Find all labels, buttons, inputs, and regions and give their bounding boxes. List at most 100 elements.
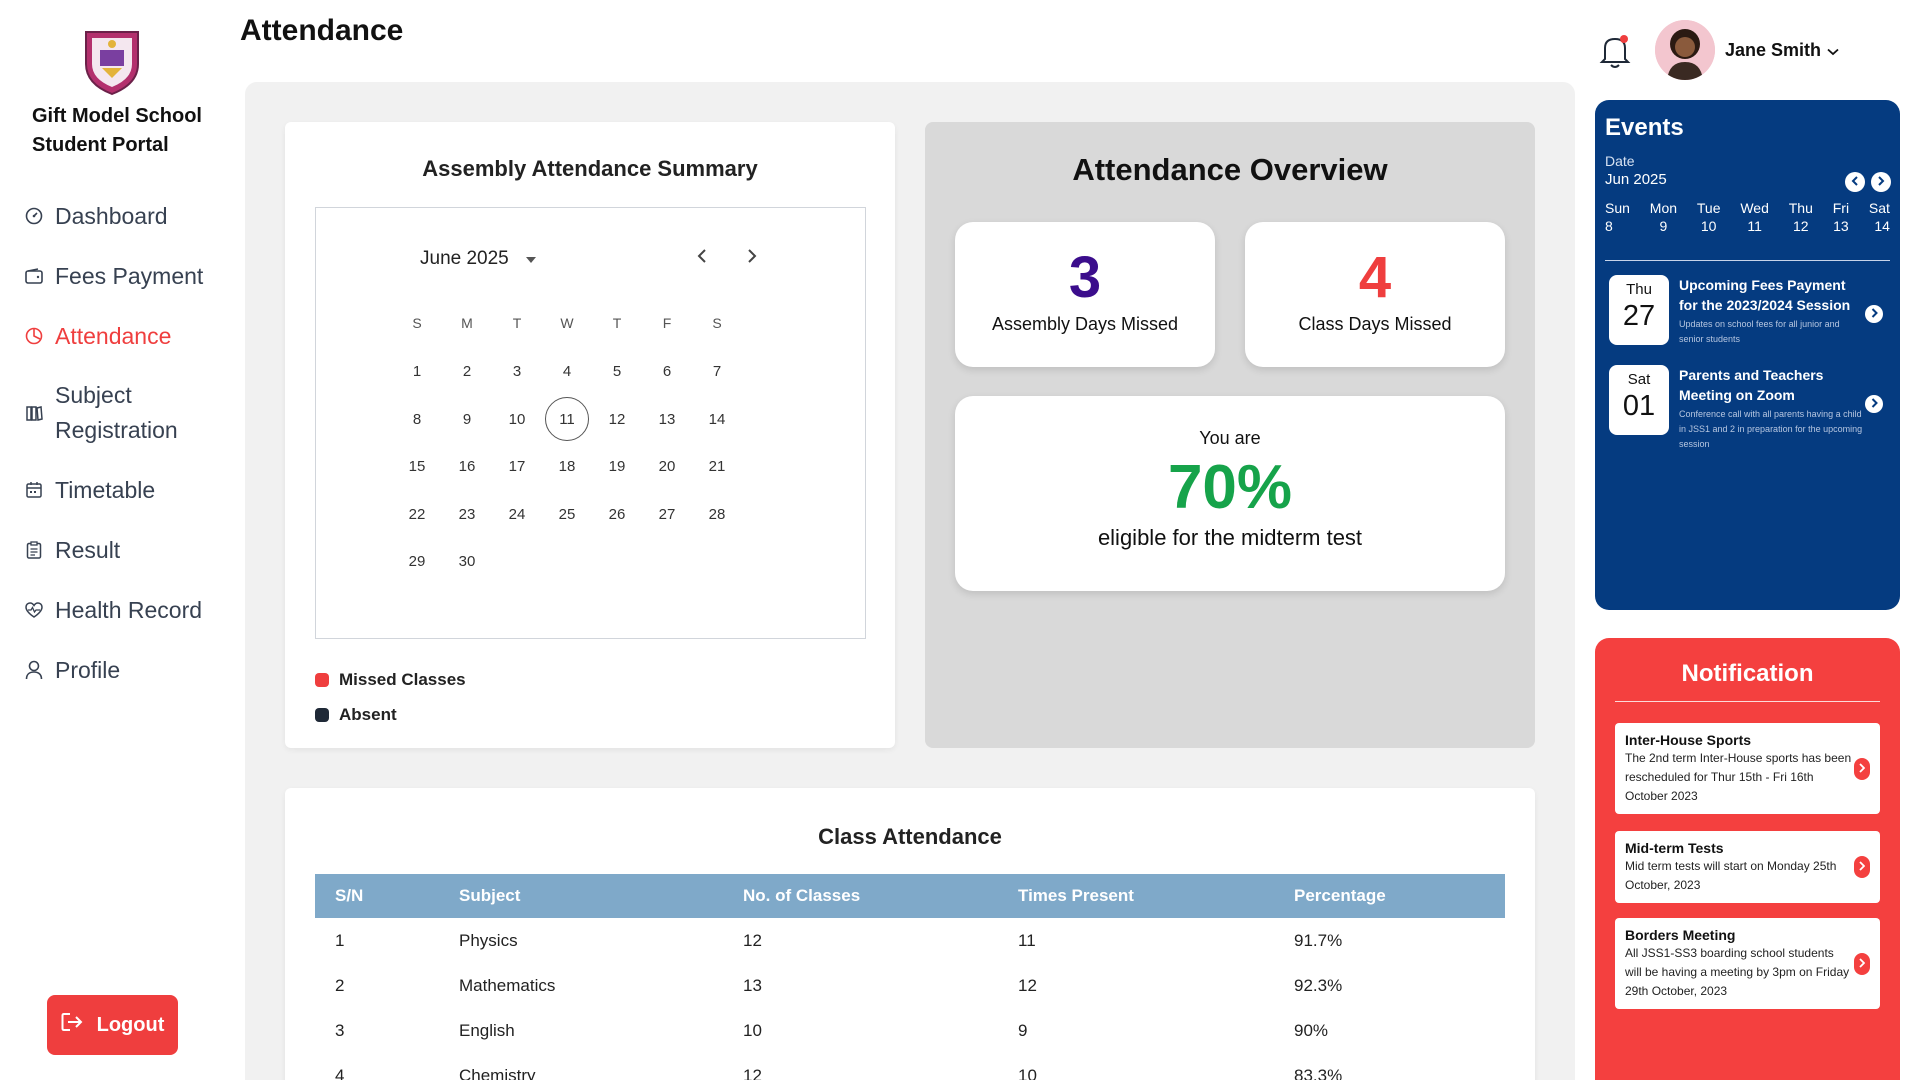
table-cell: 9 xyxy=(1018,1020,1028,1040)
calendar-day[interactable]: 24 xyxy=(492,491,542,539)
calendar-day-number: 25 xyxy=(558,505,576,523)
calendar-day[interactable]: 17 xyxy=(492,443,542,491)
calendar-day[interactable]: 12 xyxy=(592,396,642,444)
sidebar-item-fees-payment[interactable]: Fees Payment xyxy=(24,246,224,306)
calendar-day[interactable]: 16 xyxy=(442,443,492,491)
notification-item[interactable]: Borders Meeting All JSS1-SS3 boarding sc… xyxy=(1615,918,1880,1009)
table-cell: 91.7% xyxy=(1294,930,1343,950)
calendar-day[interactable]: 10 xyxy=(492,396,542,444)
notification-open-button[interactable] xyxy=(1854,952,1870,975)
notification-item[interactable]: Inter-House Sports The 2nd term Inter-Ho… xyxy=(1615,723,1880,814)
week-day[interactable]: Sun 8 xyxy=(1605,200,1630,234)
events-next-button[interactable] xyxy=(1871,172,1891,192)
calendar-day[interactable]: 22 xyxy=(392,491,442,539)
legend-item-absent: Absent xyxy=(315,697,466,732)
calendar-day[interactable]: 25 xyxy=(542,491,592,539)
event-open-button[interactable] xyxy=(1865,305,1883,323)
table-cell: 12 xyxy=(743,1065,762,1080)
calendar-day-today[interactable]: 11 xyxy=(542,396,592,444)
events-divider xyxy=(1605,260,1890,261)
table-cell: 2 xyxy=(335,975,345,995)
events-week-strip: Sun 8 Mon 9 Tue 10 Wed 11 Thu 12 Fri 13 Sat 14 xyxy=(1605,200,1890,234)
calendar-weekday: T xyxy=(612,315,622,331)
sidebar: Gift Model School Student Portal Dashboa… xyxy=(0,0,225,1080)
table-cell: 83.3% xyxy=(1294,1065,1343,1080)
user-menu[interactable]: Jane Smith xyxy=(1725,40,1839,61)
sidebar-item-timetable[interactable]: Timetable xyxy=(24,460,224,520)
week-day-date: 12 xyxy=(1793,218,1809,234)
calendar-day[interactable]: 30 xyxy=(442,538,492,586)
calendar-day[interactable]: 27 xyxy=(642,491,692,539)
calendar-day[interactable]: 14 xyxy=(692,396,742,444)
calendar-day-number: 1 xyxy=(412,363,422,381)
sidebar-item-dashboard[interactable]: Dashboard xyxy=(24,186,224,246)
calendar-day[interactable]: 9 xyxy=(442,396,492,444)
calendar-day[interactable]: 26 xyxy=(592,491,642,539)
calendar-month-select[interactable]: June 2025 xyxy=(420,248,537,270)
calendar-day[interactable]: 23 xyxy=(442,491,492,539)
calendar-day[interactable]: 19 xyxy=(592,443,642,491)
chevron-right-icon xyxy=(1871,305,1878,323)
legend-item-missed: Missed Classes xyxy=(315,662,466,697)
week-day[interactable]: Mon 9 xyxy=(1650,200,1677,234)
calendar-day[interactable]: 13 xyxy=(642,396,692,444)
calendar-day[interactable]: 1 xyxy=(392,348,442,396)
notification-bell-icon[interactable] xyxy=(1598,32,1632,70)
calendar-day[interactable]: 6 xyxy=(642,348,692,396)
calendar-day-number: 19 xyxy=(608,458,626,476)
calendar-prev-button[interactable] xyxy=(690,246,714,270)
event-open-button[interactable] xyxy=(1865,395,1883,413)
notification-open-button[interactable] xyxy=(1854,856,1870,878)
chevron-left-icon xyxy=(1851,173,1859,191)
calendar-day[interactable]: 2 xyxy=(442,348,492,396)
week-day-date: 9 xyxy=(1659,218,1668,234)
week-day[interactable]: Wed 11 xyxy=(1740,200,1769,234)
calendar-day-number: 16 xyxy=(458,458,476,476)
week-day-name: Thu xyxy=(1788,200,1813,216)
chevron-right-icon xyxy=(747,248,757,268)
sidebar-item-result[interactable]: Result xyxy=(24,520,224,580)
logout-label: Logout xyxy=(96,1013,165,1036)
event-date-badge: Thu 27 xyxy=(1609,275,1669,345)
table-cell: 90% xyxy=(1294,1020,1329,1040)
calendar-day[interactable]: 7 xyxy=(692,348,742,396)
notification-item[interactable]: Mid-term Tests Mid term tests will start… xyxy=(1615,831,1880,903)
week-day[interactable]: Tue 10 xyxy=(1697,200,1721,234)
calendar-day[interactable]: 20 xyxy=(642,443,692,491)
events-panel: Events Date Jun 2025 Sun 8 Mon 9 Tue 10 Wed… xyxy=(1595,100,1900,610)
eligibility-card: You are 70% eligible for the midterm tes… xyxy=(955,396,1505,591)
sidebar-item-subject-registration[interactable]: Subject Registration xyxy=(24,366,224,460)
calendar-day[interactable]: 5 xyxy=(592,348,642,396)
school-name-line1: Gift Model School xyxy=(32,105,202,127)
week-day[interactable]: Fri 13 xyxy=(1833,200,1849,234)
week-day[interactable]: Thu 12 xyxy=(1789,200,1813,234)
calendar-day[interactable]: 3 xyxy=(492,348,542,396)
calendar-day-number: 12 xyxy=(608,410,626,428)
calendar-day-number: 4 xyxy=(562,363,572,381)
event-day: 01 xyxy=(1622,390,1656,422)
sidebar-item-health-record[interactable]: Health Record xyxy=(24,580,224,640)
calendar-day[interactable]: 28 xyxy=(692,491,742,539)
table-cell: 12 xyxy=(1018,975,1037,995)
calendar-day[interactable]: 18 xyxy=(542,443,592,491)
logout-button[interactable]: Logout xyxy=(47,995,178,1055)
week-day-name: Wed xyxy=(1740,200,1769,216)
calendar-day[interactable]: 8 xyxy=(392,396,442,444)
table-cell: English xyxy=(459,1020,515,1040)
calendar-day[interactable]: 15 xyxy=(392,443,442,491)
chevron-right-icon xyxy=(1877,173,1885,191)
user-name: Jane Smith xyxy=(1725,40,1822,60)
calendar-grid: S M T W T F S 1 2 3 4 5 6 7 8 9 10 11 12 13 14 15 16 17 18 19 20 21… xyxy=(392,298,742,586)
events-prev-button[interactable] xyxy=(1845,172,1865,192)
notification-open-button[interactable] xyxy=(1854,757,1870,780)
sidebar-item-profile[interactable]: Profile xyxy=(24,640,224,700)
calendar-day[interactable]: 4 xyxy=(542,348,592,396)
week-day[interactable]: Sat 14 xyxy=(1869,200,1890,234)
calendar-day[interactable]: 29 xyxy=(392,538,442,586)
calendar-day-number: 2 xyxy=(462,363,472,381)
calendar-day[interactable]: 21 xyxy=(692,443,742,491)
sidebar-item-attendance[interactable]: Attendance xyxy=(24,306,224,366)
avatar[interactable] xyxy=(1655,20,1715,80)
calendar-weekday: W xyxy=(560,315,574,331)
calendar-next-button[interactable] xyxy=(740,246,764,270)
